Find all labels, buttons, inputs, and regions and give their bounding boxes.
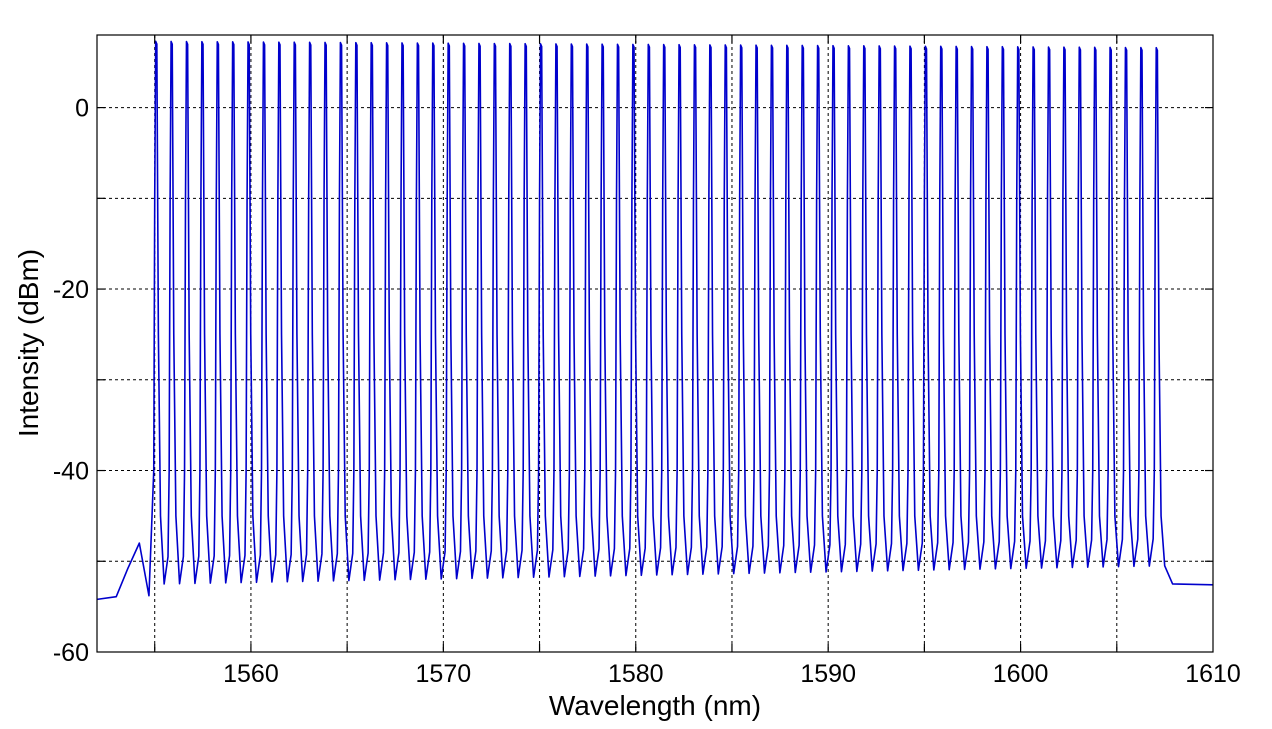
x-tick-label: 1590 [800,660,856,688]
plot-frame [96,34,1214,653]
x-tick-label: 1580 [608,660,664,688]
y-axis-title: Intensity (dBm) [13,249,44,437]
x-tick-label: 1600 [993,660,1049,688]
y-tick-label: -20 [53,276,89,304]
x-tick-label: 1570 [416,660,472,688]
x-tick-label: 1560 [223,660,279,688]
y-tick-label: 0 [75,95,89,123]
tick-labels: 1560 1570 1580 1590 1600 1610 -60 -40 -20 0 [53,95,1241,688]
x-axis-title: Wavelength (nm) [549,690,761,721]
series-layer [96,40,1214,601]
y-tick-label: -40 [53,458,89,486]
tick-marks [97,35,1213,652]
y-tick-label: -60 [53,639,89,667]
x-tick-label: 1610 [1185,660,1241,688]
spectrum-line [96,40,1214,601]
